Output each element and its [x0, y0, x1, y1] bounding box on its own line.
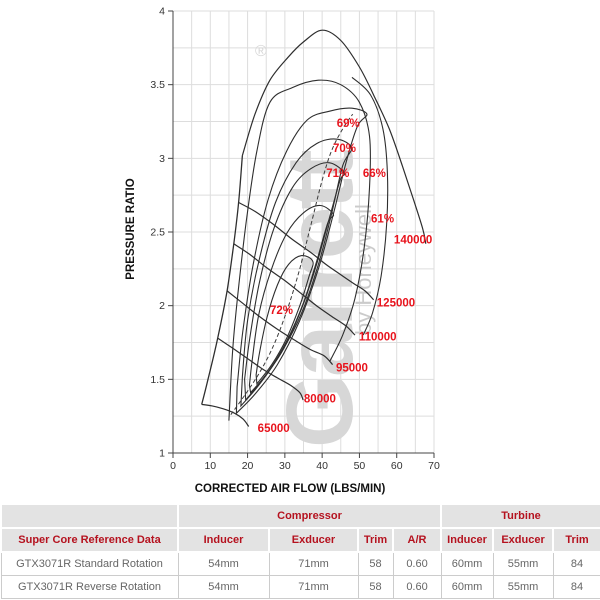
efficiency-island-inner — [255, 255, 314, 386]
column-header-turb-exducer: Exducer — [492, 527, 555, 553]
cell-comp-exducer: 71mm — [268, 575, 359, 599]
y-tick-label: 2.5 — [150, 227, 165, 239]
table-row-reverse-rotation: GTX3071R Reverse Rotation 54mm 71mm 58 0… — [0, 575, 600, 599]
x-tick-label: 50 — [354, 460, 366, 472]
peak-efficiency-dashed-line — [230, 113, 354, 415]
speed-line-140000 — [241, 29, 427, 244]
speed-label-140000: 140000 — [394, 234, 432, 246]
group-header-turbine: Turbine — [440, 503, 600, 529]
cell-turb-exducer: 55mm — [492, 551, 554, 576]
column-header-turb-inducer: Inducer — [440, 527, 495, 553]
efficiency-island-69% — [235, 107, 368, 415]
cell-turb-inducer: 60mm — [440, 551, 494, 576]
x-tick-label: 10 — [204, 460, 216, 472]
compressor-map-chart: Garrett ® by Honeywell 0 10 20 30 40 50 60 70 1 1.5 2… — [125, 6, 440, 495]
x-tick-label: 20 — [242, 460, 254, 472]
column-header-reference: Super Core Reference Data — [0, 527, 179, 553]
surge-line — [201, 155, 244, 405]
y-tick-label: 2 — [159, 300, 165, 312]
efficiency-island-66% — [228, 79, 372, 421]
efficiency-label-72%: 72% — [270, 305, 293, 317]
cell-ar: 0.60 — [392, 551, 442, 576]
efficiency-label-69%: 69% — [337, 118, 360, 130]
cell-turb-trim: 84 — [552, 575, 600, 599]
table-row-standard-rotation: GTX3071R Standard Rotation 54mm 71mm 58 … — [0, 551, 600, 576]
x-tick-label: 60 — [391, 460, 403, 472]
speed-line-80000 — [217, 337, 304, 401]
table-column-header-row: Super Core Reference Data Inducer Exduce… — [0, 527, 600, 553]
y-tick-label: 3 — [159, 153, 165, 165]
x-tick-label: 40 — [316, 460, 328, 472]
y-axis-title: PRESSURE RATIO — [125, 178, 137, 279]
registered-trademark-icon: ® — [255, 43, 267, 60]
cell-turb-trim: 84 — [552, 551, 600, 576]
efficiency-label-70%: 70% — [333, 143, 356, 155]
x-tick-label: 70 — [428, 460, 440, 472]
cell-comp-inducer: 54mm — [177, 551, 270, 576]
efficiency-label-71%: 71% — [326, 168, 349, 180]
column-header-comp-inducer: Inducer — [177, 527, 270, 553]
table-group-header-row: Compressor Turbine — [0, 503, 600, 529]
speed-line-125000 — [238, 201, 375, 301]
cell-turb-exducer: 55mm — [492, 575, 554, 599]
cell-comp-inducer: 54mm — [177, 575, 270, 599]
speed-line-110000 — [233, 243, 356, 336]
cell-comp-trim: 58 — [357, 551, 394, 576]
cell-ar: 0.60 — [392, 575, 442, 599]
cell-turb-inducer: 60mm — [440, 575, 494, 599]
cell-comp-exducer: 71mm — [268, 551, 359, 576]
x-tick-label: 30 — [279, 460, 291, 472]
speed-label-95000: 95000 — [336, 363, 368, 375]
efficiency-island-72% — [248, 204, 335, 394]
speed-label-65000: 65000 — [258, 423, 290, 435]
y-tick-label: 3.5 — [150, 79, 165, 91]
x-tick-label: 0 — [170, 460, 176, 472]
speed-label-110000: 110000 — [359, 332, 397, 344]
super-core-reference-table: Compressor Turbine Super Core Reference … — [0, 503, 600, 599]
y-tick-label: 4 — [159, 6, 165, 18]
x-axis-title: CORRECTED AIR FLOW (LBS/MIN) — [195, 483, 386, 495]
column-header-comp-exducer: Exducer — [268, 527, 359, 553]
speed-label-125000: 125000 — [377, 298, 415, 310]
column-header-turb-trim: Trim — [552, 527, 600, 553]
honeywell-byline-watermark: by Honeywell — [351, 204, 376, 335]
row-label: GTX3071R Reverse Rotation — [0, 575, 179, 599]
group-header-compressor: Compressor — [176, 503, 443, 529]
column-header-ar: A/R — [391, 527, 443, 553]
row-label: GTX3071R Standard Rotation — [0, 551, 179, 576]
group-header-spacer — [0, 503, 179, 529]
y-tick-label: 1 — [159, 448, 165, 460]
speed-label-80000: 80000 — [304, 393, 336, 405]
speed-line-65000 — [201, 403, 250, 427]
efficiency-island-70% — [240, 138, 353, 408]
cell-comp-trim: 58 — [357, 575, 394, 599]
y-tick-label: 1.5 — [150, 374, 165, 386]
efficiency-label-61%: 61% — [371, 214, 394, 226]
column-header-comp-trim: Trim — [357, 527, 394, 553]
efficiency-island-61% — [351, 76, 389, 336]
efficiency-label-66%: 66% — [363, 168, 386, 180]
speed-line-95000 — [226, 290, 334, 366]
